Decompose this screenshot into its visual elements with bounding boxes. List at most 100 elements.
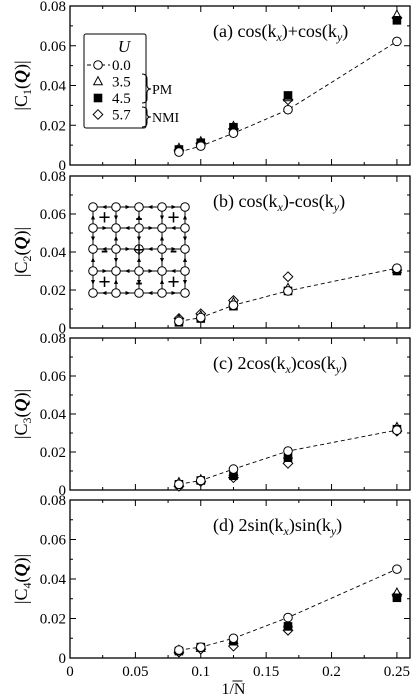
panel-b: 0 0.02 0.04 0.06 0.08 |C2(Q)| (b) cos(kx)-cos(… bbox=[11, 169, 411, 337]
bond-arrow bbox=[137, 236, 141, 242]
panel-a: 0 0.02 0.04 0.06 0.08 |C1(Q)| (a) cos(kx)+cos(… bbox=[11, 0, 411, 174]
lattice-inset: + - +- + -+ - + bbox=[88, 202, 190, 298]
inset-sign: - bbox=[135, 205, 142, 230]
y-tick-label: 0.04 bbox=[40, 245, 67, 261]
bond-arrow bbox=[170, 269, 176, 273]
y-tick-label: 0 bbox=[59, 651, 67, 667]
point-circle bbox=[195, 475, 206, 486]
lattice-site bbox=[111, 244, 121, 254]
bond-arrow bbox=[102, 226, 108, 230]
brace-nmi bbox=[141, 106, 152, 128]
bond-arrow bbox=[183, 280, 187, 285]
point-circle bbox=[174, 479, 184, 490]
bond-arrow bbox=[137, 257, 141, 262]
point-circle bbox=[174, 645, 184, 655]
point-circle bbox=[392, 425, 402, 435]
bond-arrow bbox=[101, 291, 107, 295]
lattice-site bbox=[157, 202, 167, 212]
bond-arrow bbox=[147, 247, 153, 251]
lattice-site bbox=[134, 202, 144, 212]
bond-arrow bbox=[124, 269, 130, 273]
point-circle bbox=[195, 312, 206, 323]
y-tick-label: 0.06 bbox=[40, 369, 67, 385]
bond-arrow bbox=[147, 291, 153, 295]
y-axis-label: |C3(Q)| bbox=[11, 389, 34, 439]
bond-arrow bbox=[114, 235, 118, 241]
point-diamond bbox=[282, 271, 294, 283]
y-tick-label: 0.06 bbox=[40, 533, 67, 549]
point-circle bbox=[228, 128, 239, 138]
bond-arrow bbox=[114, 258, 118, 263]
legend-box bbox=[83, 33, 147, 129]
panel-label: (b) cos(kx)-cos(ky) bbox=[213, 191, 345, 214]
dashed-fit-line bbox=[178, 568, 398, 651]
inset-sign: - bbox=[170, 237, 177, 262]
lattice-site bbox=[180, 202, 190, 212]
lattice-site bbox=[134, 288, 144, 298]
lattice-site bbox=[180, 288, 190, 298]
panel-label: (a) cos(kx)+cos(ky) bbox=[213, 21, 348, 44]
y-tick-label: 0.04 bbox=[40, 407, 67, 423]
x-tick-label: 0.25 bbox=[384, 664, 410, 680]
panel-d: 0 0.02 0.04 0.06 0.08 |C4(Q)| (d) 2sin(kx)sin(… bbox=[11, 493, 411, 667]
bond-arrow bbox=[101, 205, 107, 209]
inset-sign: + bbox=[98, 269, 111, 294]
panel-c: 0 0.02 0.04 0.06 0.08 |C3(Q)| (c) 2cos(kx)cos(… bbox=[11, 331, 411, 499]
legend-marker-circle bbox=[93, 60, 103, 70]
point-circle bbox=[228, 464, 239, 474]
x-tick-label: 0.1 bbox=[191, 664, 210, 680]
point-circle bbox=[392, 564, 402, 574]
y-tick-label: 0.02 bbox=[40, 612, 66, 628]
point-circle bbox=[195, 141, 206, 151]
lattice-site bbox=[180, 266, 190, 276]
point-square bbox=[392, 16, 402, 25]
bond-arrow bbox=[183, 257, 187, 262]
bond-arrow bbox=[114, 215, 118, 221]
inset-sign: - bbox=[101, 237, 108, 262]
y-tick-label: 0.04 bbox=[40, 79, 67, 95]
bond-arrow bbox=[125, 291, 131, 295]
legend-marker-triangle bbox=[92, 75, 104, 86]
bond-arrow bbox=[137, 280, 141, 285]
y-tick-label: 0 bbox=[59, 158, 67, 174]
bond-arrow bbox=[124, 226, 130, 230]
bond-arrow bbox=[171, 205, 177, 209]
brace-pm bbox=[141, 73, 152, 104]
lattice-site bbox=[134, 223, 144, 233]
bond-arrow bbox=[183, 214, 187, 220]
y-tick-label: 0 bbox=[59, 321, 67, 337]
y-tick-label: 0.02 bbox=[40, 118, 66, 134]
lattice-site bbox=[111, 288, 121, 298]
lattice-site bbox=[180, 244, 190, 254]
bond-arrow bbox=[171, 247, 177, 251]
bond-arrow bbox=[160, 258, 164, 263]
bond-arrow bbox=[170, 226, 176, 230]
legend-title: U bbox=[118, 37, 132, 56]
legend-marker-diamond bbox=[92, 108, 104, 121]
y-axis-label: |C4(Q)| bbox=[11, 554, 34, 604]
panel-label: (d) 2sin(kx)sin(ky) bbox=[213, 515, 342, 538]
y-tick-label: 0.08 bbox=[40, 493, 66, 509]
y-tick-label: 0.02 bbox=[40, 283, 66, 299]
lattice-site bbox=[180, 223, 190, 233]
point-circle bbox=[228, 300, 239, 311]
bond-arrow bbox=[171, 291, 177, 295]
bond-arrow bbox=[183, 236, 187, 242]
lattice-site bbox=[88, 223, 98, 233]
x-tick-label: 0 bbox=[66, 664, 74, 680]
lattice-site bbox=[134, 244, 144, 254]
lattice-site bbox=[111, 266, 121, 276]
bond-arrow bbox=[91, 257, 95, 262]
bond-arrow bbox=[101, 247, 107, 251]
legend-entry: 5.7 bbox=[112, 108, 131, 124]
point-circle bbox=[283, 104, 293, 115]
legend-entry: 3.5 bbox=[112, 75, 131, 91]
y-tick-label: 0 bbox=[59, 483, 67, 499]
inset-sign: + bbox=[167, 205, 180, 230]
point-circle bbox=[283, 446, 293, 456]
inset-sign: + bbox=[167, 269, 180, 294]
lattice-site bbox=[157, 244, 167, 254]
bond-arrow bbox=[160, 235, 164, 241]
y-axis-label: |C2(Q)| bbox=[11, 227, 34, 277]
